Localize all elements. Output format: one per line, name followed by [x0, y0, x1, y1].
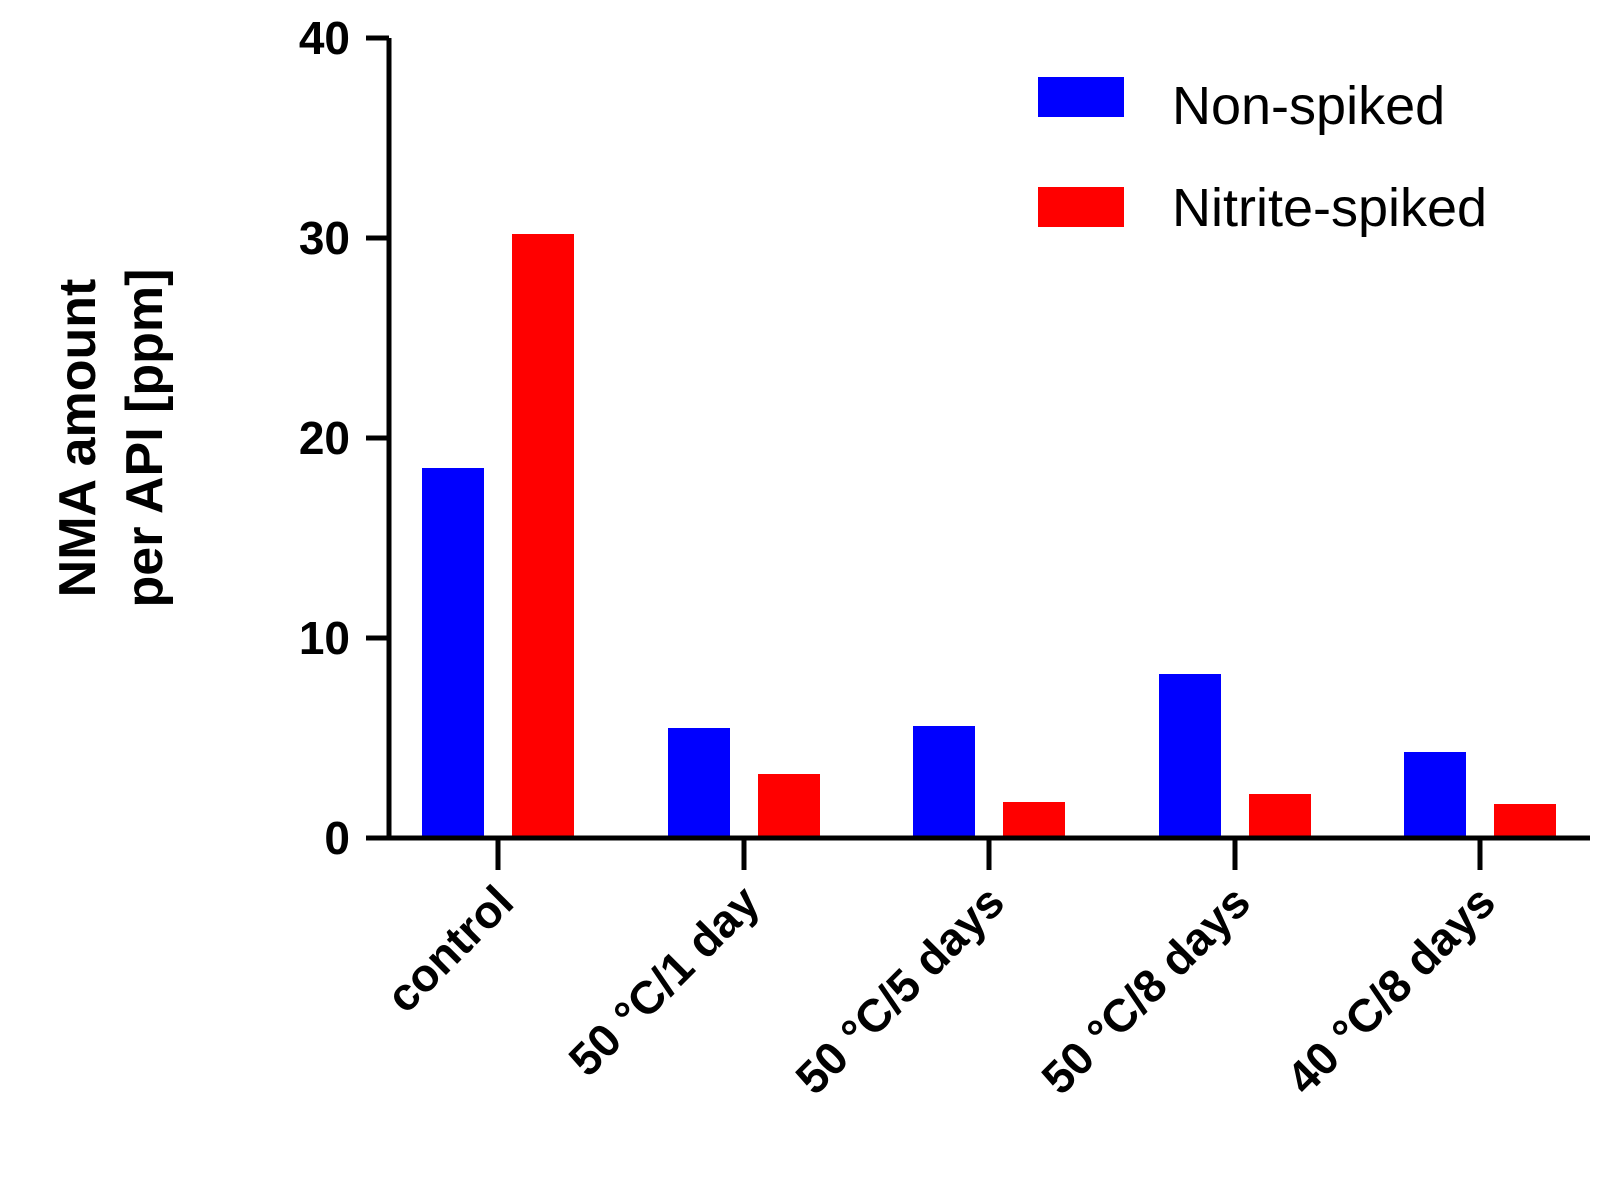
bar-non-spiked-4	[1404, 752, 1466, 838]
y-tick-label: 20	[299, 412, 350, 464]
y-axis-label-line-2: per API [ppm]	[116, 269, 174, 608]
x-tick-label: 40 °C/8 days	[1276, 875, 1505, 1104]
x-ticks-group: control 50 °C/1 day 50 °C/5 days 50 °C/8 da…	[376, 838, 1505, 1104]
legend-label: Nitrite-spiked	[1172, 178, 1487, 238]
bar-nitrite-spiked-4	[1494, 804, 1556, 838]
legend-swatch	[1038, 77, 1124, 117]
y-tick-label: 40	[299, 12, 350, 64]
x-tick-label: 50 °C/8 days	[1031, 875, 1260, 1104]
bar-non-spiked-2	[913, 726, 975, 838]
bar-nitrite-spiked-3	[1249, 794, 1311, 838]
y-axis-label: NMA amount per API [ppm]	[49, 269, 174, 608]
y-tick-label: 30	[299, 212, 350, 264]
legend: Non-spiked Nitrite-spiked	[1038, 76, 1487, 238]
bar-non-spiked-3	[1159, 674, 1221, 838]
bar-non-spiked-1	[668, 728, 730, 838]
x-tick-label: control	[376, 875, 523, 1022]
y-tick-label: 10	[299, 612, 350, 664]
y-tick-label: 0	[324, 812, 350, 864]
x-tick-label: 50 °C/5 days	[785, 875, 1014, 1104]
y-axis-label-line-1: NMA amount	[49, 279, 107, 598]
legend-swatch	[1038, 187, 1124, 227]
bar-nitrite-spiked-2	[1003, 802, 1065, 838]
bar-nitrite-spiked-0	[512, 234, 574, 838]
bar-non-spiked-0	[422, 468, 484, 838]
legend-label: Non-spiked	[1172, 76, 1445, 136]
y-ticks-group: 0 10 20 30 40	[299, 12, 389, 864]
bar-nitrite-spiked-1	[758, 774, 820, 838]
bars-group	[422, 234, 1556, 838]
x-tick-label: 50 °C/1 day	[558, 875, 769, 1086]
